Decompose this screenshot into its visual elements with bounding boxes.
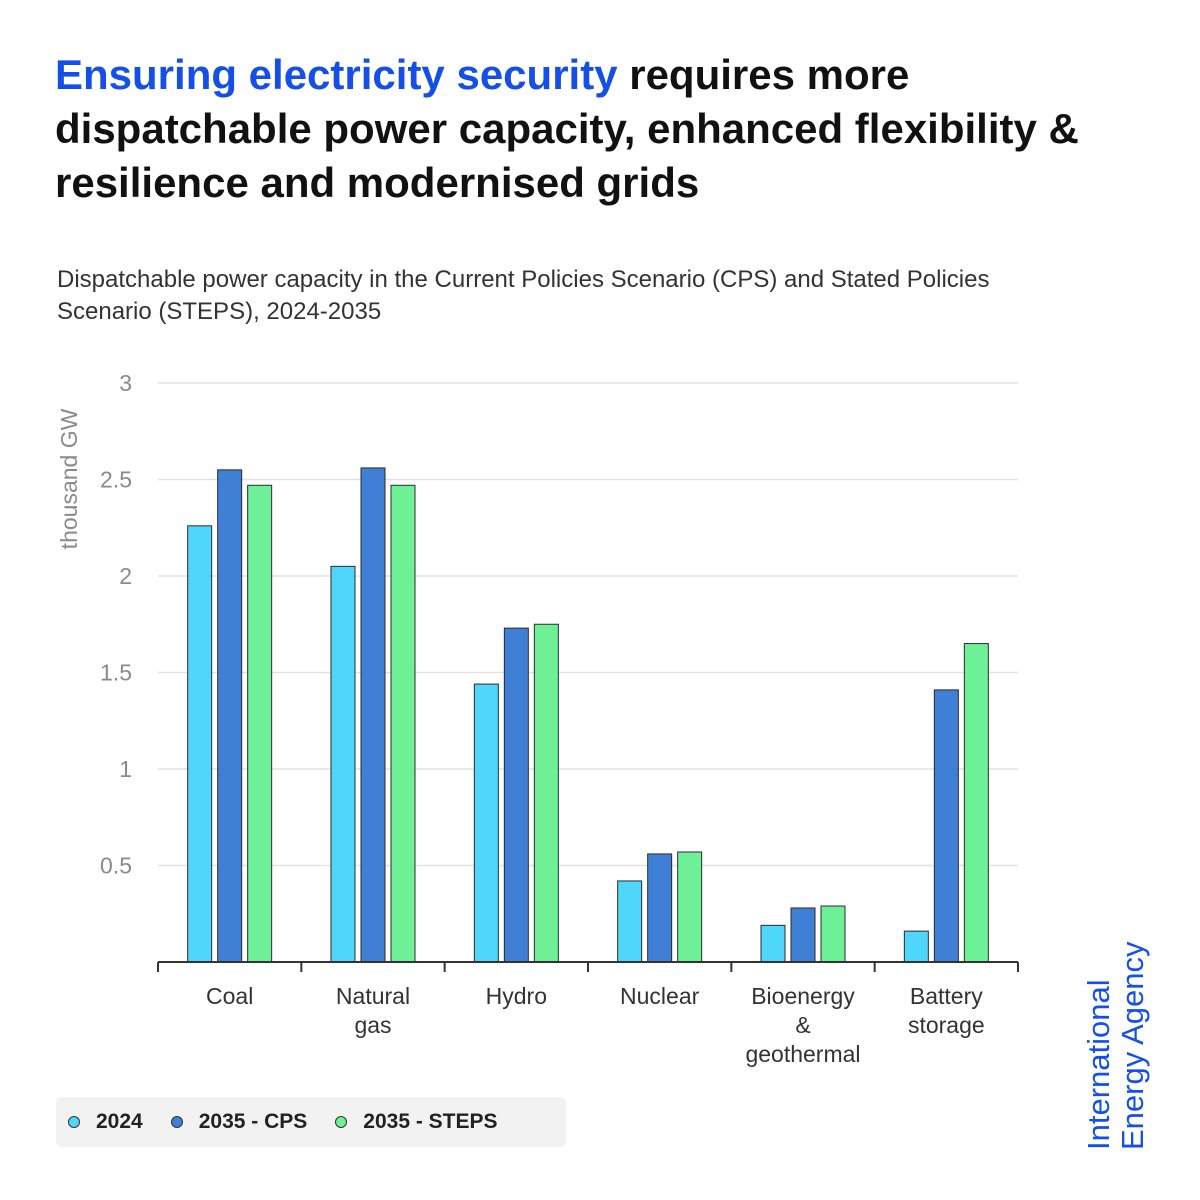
headline: Ensuring electricity security requires m… [55, 48, 1115, 210]
x-tick-label: Hydro [486, 983, 547, 1009]
y-tick-label: 3 [119, 370, 132, 396]
bar-2035-cps-5 [933, 689, 959, 963]
y-tick-label: 2 [119, 563, 132, 589]
chart-legend: 2024 2035 - CPS 2035 - STEPS [56, 1097, 566, 1147]
x-tick-label: gas [354, 1012, 391, 1038]
legend-swatch-2035-cps [170, 1116, 183, 1128]
x-tick-label: Bioenergy [751, 983, 855, 1009]
legend-label-2035-steps: 2035 - STEPS [363, 1110, 498, 1133]
bar-2024-2 [473, 683, 499, 963]
bar-2024-1 [330, 565, 356, 963]
x-tick-label: & [795, 1012, 810, 1038]
iea-logo: International Energy Agency [1081, 941, 1150, 1150]
legend-swatch-2035-steps [335, 1116, 348, 1128]
y-tick-label: 1.5 [100, 660, 132, 686]
bar-2024-0 [187, 525, 213, 963]
bar-2035-steps-3 [677, 851, 703, 963]
bar-2035-cps-4 [790, 907, 816, 963]
y-tick-label: 0.5 [100, 853, 132, 879]
chart-subtitle: Dispatchable power capacity in the Curre… [57, 266, 990, 325]
y-axis-label: thousand GW [56, 408, 82, 549]
bar-2024-3 [617, 880, 643, 963]
bar-2035-cps-0 [217, 469, 243, 963]
legend-item-2024[interactable]: 2024 [68, 1110, 143, 1134]
bar-2035-steps-4 [820, 905, 846, 963]
bar-2035-steps-1 [390, 484, 416, 963]
bar-2035-cps-1 [360, 467, 386, 963]
legend-swatch-2024 [68, 1116, 80, 1128]
x-tick-label: storage [908, 1012, 985, 1038]
x-tick-label: Coal [206, 983, 253, 1009]
bar-2035-steps-0 [247, 484, 273, 963]
logo-line-2: Energy Agency [1115, 941, 1150, 1150]
legend-item-2035-steps[interactable]: 2035 - STEPS [335, 1110, 498, 1134]
x-tick-label: Battery [910, 983, 983, 1009]
x-tick-label: geothermal [745, 1041, 860, 1067]
bar-2024-4 [760, 924, 786, 963]
bar-2035-steps-5 [963, 643, 989, 963]
legend-item-2035-cps[interactable]: 2035 - CPS [170, 1110, 308, 1134]
bar-2035-cps-3 [647, 853, 673, 963]
headline-accent: Ensuring electricity security [55, 51, 618, 98]
headline-rest: requires more dispatchable power capacit… [55, 51, 1079, 206]
logo-line-1: International [1081, 979, 1116, 1150]
legend-label-2035-cps: 2035 - CPS [198, 1110, 308, 1133]
bar-2024-5 [903, 930, 929, 963]
y-tick-label: 1 [119, 756, 132, 782]
bar-2035-cps-2 [503, 627, 529, 963]
x-tick-label: Natural [336, 983, 410, 1009]
y-tick-label: 2.5 [100, 467, 132, 493]
legend-label-2024: 2024 [96, 1110, 143, 1133]
x-tick-label: Nuclear [620, 983, 700, 1009]
bar-2035-steps-2 [533, 623, 559, 963]
